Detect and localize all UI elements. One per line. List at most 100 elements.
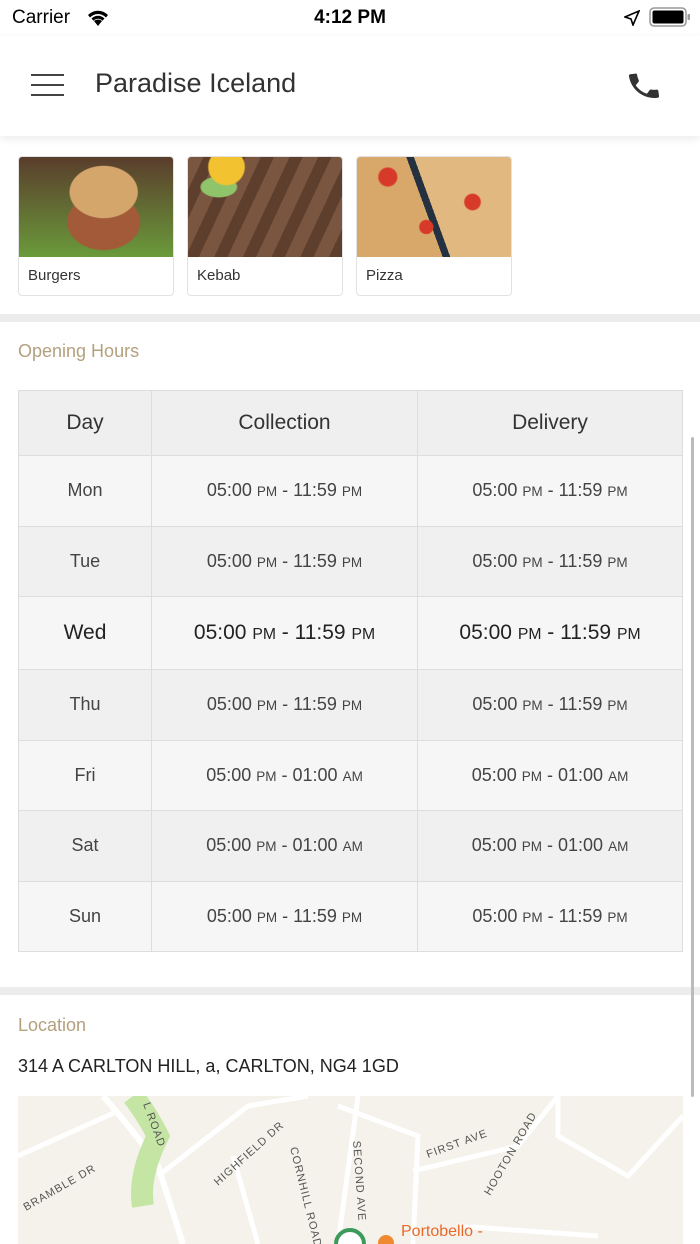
separator: - [277,550,294,571]
collection-hours-cell: 05:00 PM - 11:59 PM [151,669,418,741]
map-pin[interactable] [334,1228,366,1244]
meridiem: PM [341,909,363,925]
map-label: HIGHFIELD DR [212,1119,287,1188]
hours-row: Mon 05:00 PM - 11:59 PM 05:00 PM - 11:59 P… [18,455,683,527]
map-poi-label: Portobello - [401,1223,483,1240]
delivery-hours-cell: 05:00 PM - 11:59 PM [417,880,683,952]
opening-hours-table: Day Collection Delivery Mon 05:00 PM - 11… [18,390,683,952]
meridiem: PM [616,626,641,643]
restaurant-marker-icon[interactable] [378,1235,394,1244]
time: 11:59 [560,621,612,644]
meridiem: PM [256,554,278,570]
time: 05:00 [206,694,252,715]
separator: - [542,835,558,856]
day-cell: Sun [18,880,152,952]
time: 05:00 [193,621,247,644]
meridiem: AM [608,839,629,855]
time: 05:00 [471,764,517,785]
burgers-image [19,157,173,257]
status-bar: Carrier 4:12 PM [0,0,700,36]
hours-row: Tue 05:00 PM - 11:59 PM 05:00 PM - 11:59 P… [18,525,683,597]
time: 05:00 [472,550,518,571]
category-label: Kebab [197,267,241,284]
collection-hours-cell: 05:00 PM - 01:00 AM [151,739,418,811]
time: 05:00 [206,764,252,785]
separator: - [542,550,559,571]
meridiem: PM [256,484,278,500]
page-title: Paradise Iceland [95,68,297,98]
hours-row: Fri 05:00 PM - 01:00 AM 05:00 PM - 01:00 A… [18,739,683,811]
map[interactable]: L ROAD BRAMBLE DR HIGHFIELD DR CORNHILL … [18,1096,683,1244]
time: 11:59 [293,550,337,571]
category-label: Burgers [28,267,81,284]
column-header: Delivery [417,390,683,456]
time: 11:59 [293,905,337,926]
separator: - [275,621,295,644]
separator: - [542,480,559,501]
map-label: SECOND AVE [350,1140,368,1221]
phone-icon[interactable] [626,68,662,104]
wifi-icon [88,10,108,26]
kebab-image [188,157,342,257]
meridiem: AM [608,768,629,784]
carrier: Carrier [12,7,71,28]
category-card-kebab[interactable]: Kebab [187,156,343,296]
delivery-hours-cell: 05:00 PM - 01:00 AM [417,739,683,811]
category-card-pizza[interactable]: Pizza [356,156,512,296]
delivery-hours-cell: 05:00 PM - 11:59 PM [417,455,683,527]
meridiem: PM [522,909,543,925]
app-header: Paradise Iceland [0,36,700,136]
meridiem: PM [341,554,363,570]
category-label: Pizza [366,267,403,284]
separator: - [542,764,558,785]
scrollbar[interactable] [691,437,694,1097]
hours-row: Sat 05:00 PM - 01:00 AM 05:00 PM - 01:00 A… [18,810,683,882]
divider [0,314,700,322]
location-arrow-icon [624,10,640,26]
day-cell: Fri [18,739,152,811]
hours-row: Wed 05:00 PM - 11:59 PM 05:00 PM - 11:59 P… [18,596,683,670]
collection-hours-cell: 05:00 PM - 11:59 PM [151,525,418,597]
separator: - [542,694,559,715]
day-cell: Sat [18,810,152,882]
separator: - [276,835,293,856]
time: 01:00 [558,764,604,785]
column-header: Day [18,390,152,456]
meridiem: PM [607,909,628,925]
battery-icon [649,7,690,27]
delivery-hours-cell: 05:00 PM - 11:59 PM [417,669,683,741]
address: 314 A CARLTON HILL, a, CARLTON, NG4 1GD [18,1056,399,1076]
map-canvas[interactable]: L ROAD BRAMBLE DR HIGHFIELD DR CORNHILL … [18,1096,683,1244]
location-title: Location [18,1015,87,1035]
collection-hours-cell: 05:00 PM - 11:59 PM [151,880,418,952]
collection-hours-cell: 05:00 PM - 11:59 PM [151,455,418,527]
meridiem: PM [351,626,376,643]
meridiem: PM [607,554,628,570]
hamburger-menu-icon[interactable] [31,74,64,96]
delivery-hours-cell: 05:00 PM - 01:00 AM [417,810,683,882]
meridiem: PM [341,698,363,714]
time: 11:59 [294,621,346,644]
time: 11:59 [293,480,337,501]
time: 05:00 [206,550,252,571]
meridiem: PM [341,484,363,500]
opening-hours-title: Opening Hours [18,341,140,361]
category-card-burgers[interactable]: Burgers [18,156,174,296]
meridiem: PM [252,626,276,643]
time: 05:00 [472,905,518,926]
separator: - [277,905,294,926]
time: 01:00 [558,835,604,856]
day-cell: Thu [18,669,152,741]
day-cell: Wed [18,596,152,670]
collection-hours-cell: 05:00 PM - 11:59 PM [151,596,418,670]
time: 05:00 [472,480,518,501]
column-header: Collection [151,390,418,456]
meridiem: AM [342,839,363,855]
separator: - [277,694,294,715]
meridiem: PM [256,839,277,855]
meridiem: PM [256,768,277,784]
time: 05:00 [206,905,252,926]
meridiem: PM [607,484,628,500]
time: 11:59 [558,694,603,715]
meridiem: PM [521,839,542,855]
